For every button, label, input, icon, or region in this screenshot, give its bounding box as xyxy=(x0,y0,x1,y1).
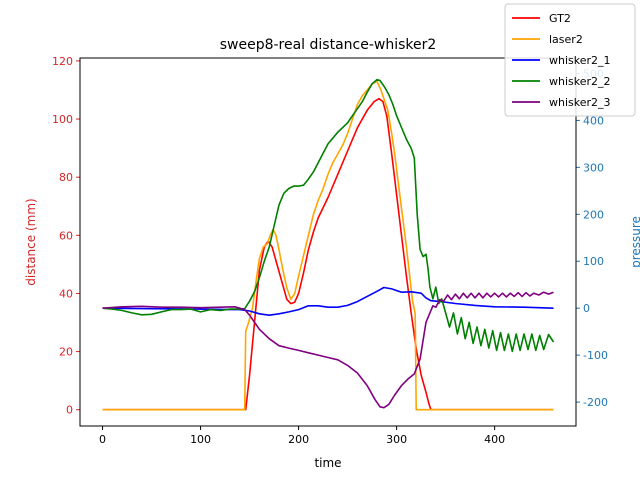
right-tick-label: 400 xyxy=(583,114,604,127)
legend-box xyxy=(504,3,636,117)
x-tick-label: 200 xyxy=(288,433,309,446)
x-tick-label: 300 xyxy=(386,433,407,446)
left-tick-label: 40 xyxy=(59,287,73,300)
right-tick-label: 100 xyxy=(583,255,604,268)
left-tick-label: 0 xyxy=(66,404,73,417)
left-tick-label: 20 xyxy=(59,346,73,359)
left-axis-label: distance (mm) xyxy=(24,198,38,285)
series-line-whisker2-3 xyxy=(102,291,554,409)
x-tick-label: 0 xyxy=(99,433,106,446)
legend-label: laser2 xyxy=(549,33,583,46)
right-tick-label: -200 xyxy=(583,396,608,409)
x-axis-label: time xyxy=(314,456,341,470)
x-axis-ticks: 0 100 200 300 400 xyxy=(99,426,505,446)
left-tick-label: 60 xyxy=(59,229,73,242)
left-tick-label: 100 xyxy=(52,113,73,126)
left-tick-label: 80 xyxy=(59,171,73,184)
series-line-gt2 xyxy=(102,97,554,411)
plot-frame xyxy=(79,57,577,427)
left-tick-label: 120 xyxy=(52,55,73,68)
legend-label: whisker2_2 xyxy=(549,75,611,88)
series-line-laser2 xyxy=(102,80,554,411)
series-layer xyxy=(102,78,555,411)
legend-label: whisker2_3 xyxy=(549,96,611,109)
legend: GT2 laser2 whisker2_1 whisker2_2 whisker2_3 xyxy=(504,3,636,117)
right-tick-label: -100 xyxy=(583,349,608,362)
right-tick-label: 300 xyxy=(583,161,604,174)
x-tick-label: 400 xyxy=(484,433,505,446)
left-axis-ticks: 0 20 40 60 80 100 120 xyxy=(52,55,80,417)
legend-label: GT2 xyxy=(549,12,571,25)
right-tick-label: 0 xyxy=(583,302,590,315)
right-axis-label: pressure xyxy=(629,216,640,268)
right-tick-label: 200 xyxy=(583,208,604,221)
legend-label: whisker2_1 xyxy=(549,54,611,67)
x-tick-label: 100 xyxy=(190,433,211,446)
chart-title: sweep8-real distance-whisker2 xyxy=(220,37,437,53)
